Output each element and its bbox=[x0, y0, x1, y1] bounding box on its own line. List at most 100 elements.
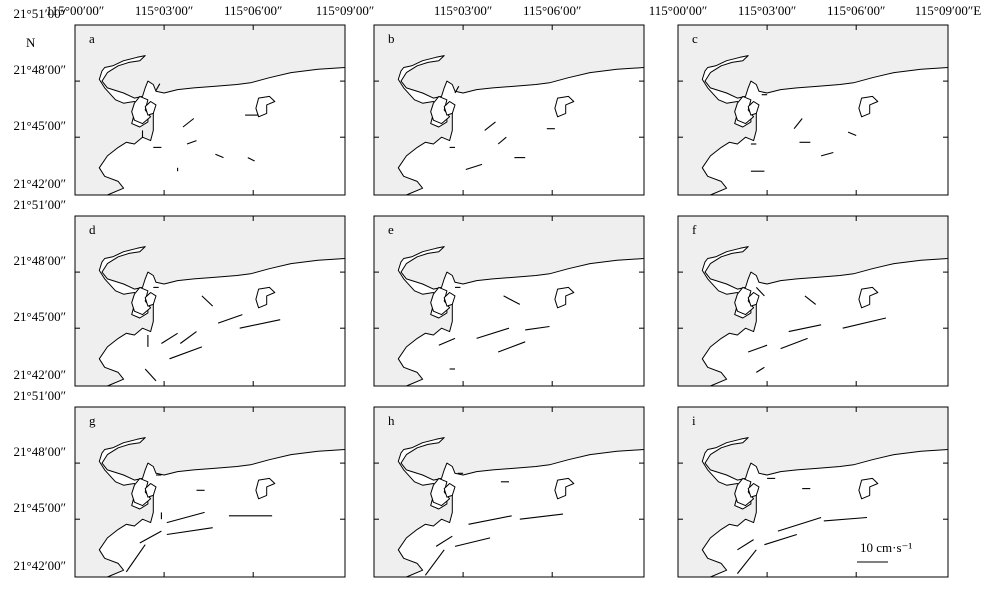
current-vector bbox=[247, 157, 255, 162]
current-vector bbox=[201, 295, 214, 307]
island-outline bbox=[443, 292, 456, 307]
current-vector bbox=[182, 118, 195, 128]
current-vector bbox=[788, 324, 822, 333]
map-panel-e: e bbox=[373, 215, 645, 387]
scale-bar-label: 10 cm·s⁻¹ bbox=[860, 540, 913, 555]
current-vector bbox=[793, 118, 803, 130]
current-vector bbox=[465, 163, 483, 171]
current-vector bbox=[498, 341, 526, 353]
current-vector bbox=[748, 344, 768, 353]
top-axis-label: 115°09′00″E bbox=[914, 3, 982, 18]
panel-label: e bbox=[388, 222, 394, 237]
current-vector bbox=[823, 516, 868, 522]
current-vector bbox=[166, 511, 205, 524]
map-panel-a: a bbox=[74, 24, 346, 196]
panel-label: f bbox=[692, 222, 697, 237]
panel-label: i bbox=[692, 413, 696, 428]
current-vector bbox=[755, 287, 765, 297]
map-panel-h: h bbox=[373, 406, 645, 578]
island-outline bbox=[858, 95, 879, 118]
current-vector bbox=[438, 337, 456, 346]
island-outline bbox=[430, 477, 451, 507]
current-vector bbox=[454, 85, 460, 94]
current-vector bbox=[144, 368, 157, 382]
panel-label: h bbox=[388, 413, 395, 428]
panel-frame bbox=[373, 406, 645, 578]
top-axis-label: 115°00′00″ bbox=[648, 3, 708, 18]
land-area bbox=[373, 24, 645, 196]
current-vector bbox=[435, 535, 453, 547]
left-axis-label: 21°42′00″ bbox=[13, 176, 66, 191]
current-vector bbox=[503, 295, 521, 305]
map-panel-g: g bbox=[74, 406, 346, 578]
top-axis-label: 115°03′00″ bbox=[134, 3, 194, 18]
panel-frame bbox=[74, 215, 346, 387]
current-vector bbox=[239, 319, 281, 329]
current-vector bbox=[847, 131, 857, 137]
island-outline bbox=[734, 286, 755, 316]
left-axis-label: 21°51′00″ bbox=[13, 388, 66, 403]
panel-frame bbox=[74, 406, 346, 578]
island-outline bbox=[747, 101, 760, 116]
current-vector bbox=[155, 83, 161, 91]
current-vector bbox=[820, 151, 834, 157]
scale-bar bbox=[857, 561, 888, 563]
island-outline bbox=[858, 477, 879, 500]
current-vector bbox=[166, 527, 213, 536]
panel-frame bbox=[677, 406, 949, 578]
island-outline bbox=[554, 286, 575, 309]
left-axis-label: 21°48′00″ bbox=[13, 62, 66, 78]
panel-frame bbox=[677, 24, 949, 196]
left-axis-label: 21°42′00″ bbox=[13, 367, 66, 382]
land-area bbox=[373, 406, 645, 578]
left-axis-label: 21°42′00″ bbox=[13, 558, 66, 573]
island-outline bbox=[443, 101, 456, 116]
current-vector bbox=[756, 366, 765, 373]
current-vector bbox=[424, 549, 445, 576]
current-vector bbox=[454, 537, 491, 547]
panel-frame bbox=[74, 24, 346, 196]
panel-label: a bbox=[89, 31, 95, 46]
island-outline bbox=[144, 483, 157, 498]
panel-frame bbox=[373, 215, 645, 387]
current-vector bbox=[125, 544, 146, 573]
island-outline bbox=[131, 286, 152, 316]
top-axis-label: 115°00′00″ bbox=[45, 3, 105, 18]
map-panel-c: c bbox=[677, 24, 949, 196]
land-area bbox=[74, 215, 346, 387]
island-outline bbox=[255, 286, 276, 309]
land-area bbox=[373, 215, 645, 387]
current-vector bbox=[804, 295, 817, 305]
current-vector bbox=[497, 136, 507, 145]
top-axis-label: 115°09′00″ bbox=[315, 3, 375, 18]
land-area bbox=[677, 406, 949, 578]
current-vector bbox=[179, 331, 197, 344]
current-vector bbox=[737, 539, 754, 551]
top-axis-label: 115°06′00″ bbox=[223, 3, 283, 18]
current-vector bbox=[525, 325, 550, 331]
island-outline bbox=[734, 477, 755, 507]
left-axis-label: 21°51′00″ bbox=[13, 197, 66, 212]
north-label: N bbox=[26, 35, 36, 50]
current-vector bbox=[484, 121, 496, 131]
island-outline bbox=[144, 292, 157, 307]
current-vector bbox=[777, 516, 822, 532]
top-axis-label: 115°06′00″ bbox=[522, 3, 582, 18]
panel-label: b bbox=[388, 31, 395, 46]
island-outline bbox=[554, 477, 575, 500]
island-outline bbox=[430, 286, 451, 316]
current-vector bbox=[736, 549, 757, 574]
island-outline bbox=[255, 477, 276, 500]
left-axis-label: 21°45′00″ bbox=[13, 500, 66, 516]
island-outline bbox=[554, 95, 575, 118]
current-vector bbox=[215, 153, 224, 159]
land-area bbox=[677, 215, 949, 387]
current-vector bbox=[468, 515, 512, 525]
current-vector bbox=[186, 140, 197, 145]
map-panel-b: b bbox=[373, 24, 645, 196]
left-axis-label: 21°48′00″ bbox=[13, 444, 66, 460]
panel-label: g bbox=[89, 413, 96, 428]
current-vector bbox=[169, 346, 203, 360]
top-axis-label: 115°06′00″ bbox=[826, 3, 886, 18]
island-outline bbox=[858, 286, 879, 309]
